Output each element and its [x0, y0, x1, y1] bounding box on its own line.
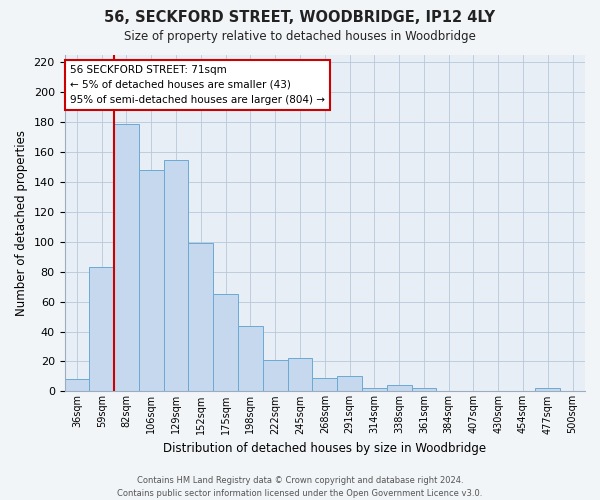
Bar [114, 124, 139, 392]
Y-axis label: Number of detached properties: Number of detached properties [15, 130, 28, 316]
Bar [139, 170, 164, 392]
Bar [412, 388, 436, 392]
Bar [535, 388, 560, 392]
Bar [337, 376, 362, 392]
Bar [362, 388, 387, 392]
Bar [213, 294, 238, 392]
Text: Contains HM Land Registry data © Crown copyright and database right 2024.
Contai: Contains HM Land Registry data © Crown c… [118, 476, 482, 498]
Bar [164, 160, 188, 392]
Text: 56, SECKFORD STREET, WOODBRIDGE, IP12 4LY: 56, SECKFORD STREET, WOODBRIDGE, IP12 4L… [104, 10, 496, 25]
Bar [89, 268, 114, 392]
Bar [263, 360, 287, 392]
Text: 56 SECKFORD STREET: 71sqm
← 5% of detached houses are smaller (43)
95% of semi-d: 56 SECKFORD STREET: 71sqm ← 5% of detach… [70, 65, 325, 104]
Bar [287, 358, 313, 392]
Bar [188, 244, 213, 392]
Bar [238, 326, 263, 392]
Bar [387, 386, 412, 392]
Bar [65, 380, 89, 392]
X-axis label: Distribution of detached houses by size in Woodbridge: Distribution of detached houses by size … [163, 442, 487, 455]
Text: Size of property relative to detached houses in Woodbridge: Size of property relative to detached ho… [124, 30, 476, 43]
Bar [313, 378, 337, 392]
